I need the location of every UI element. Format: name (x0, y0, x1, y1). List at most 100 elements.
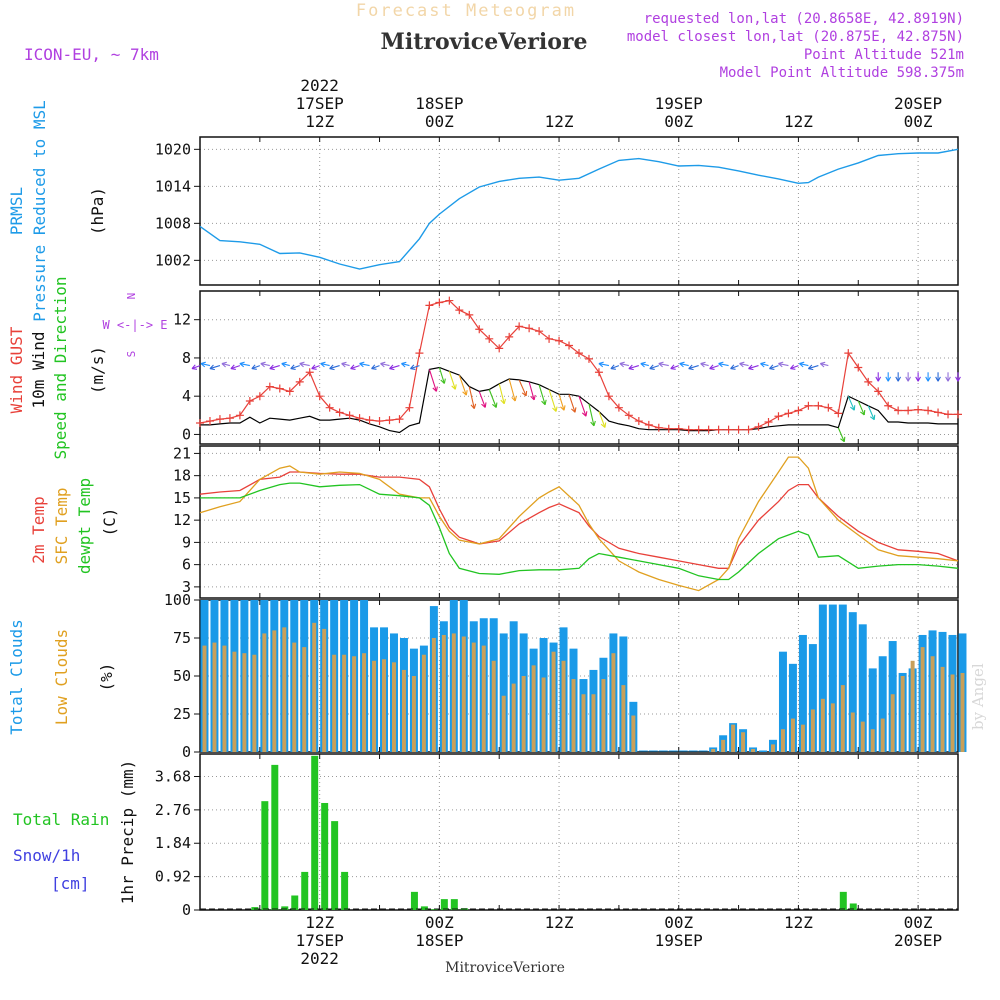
low-cloud-bar (521, 676, 526, 752)
low-cloud-bar (431, 638, 436, 752)
wind-direction-arrow (251, 365, 261, 370)
total-cloud-bar (788, 663, 797, 752)
header-subtitle: Forecast Meteogram (356, 1, 576, 21)
wind-direction-arrow (341, 363, 350, 367)
bottom-time-label: 19SEP (655, 931, 703, 950)
compass-n: N (125, 293, 138, 300)
gust-marker (754, 422, 763, 431)
rain-bar (291, 895, 299, 910)
wind-direction-arrow (628, 365, 640, 370)
low-cloud-bar (362, 653, 367, 752)
wind-direction-arrow (700, 363, 709, 367)
footer-station: MitroviceVeriore (445, 960, 565, 976)
top-time-label: 12Z (305, 112, 334, 131)
low-cloud-bar (541, 677, 546, 752)
wind-direction-arrow (558, 394, 565, 411)
low-cloud-bar (930, 656, 935, 752)
y-tick-label: 6 (182, 556, 191, 574)
gust-marker (954, 410, 962, 419)
wind-arrow-head (598, 361, 604, 368)
wind-arrow-head (581, 411, 588, 417)
y-tick-label: 1020 (155, 140, 191, 158)
low-cloud-bar (401, 669, 406, 752)
gust-marker (465, 310, 474, 319)
low-cloud-bar (870, 729, 875, 752)
wind-arrow-head (895, 376, 902, 382)
wind-direction-arrow (468, 386, 475, 409)
gust-label: Wind GUST (7, 326, 26, 413)
low-cloud-bar (232, 651, 237, 752)
wind-arrow-head (191, 364, 198, 370)
clouds-unit: (%) (97, 663, 116, 692)
rain-bar (331, 821, 339, 910)
wind-direction-arrow (410, 365, 420, 370)
low-cloud-bar (950, 674, 955, 752)
wind-arrow-head (260, 361, 266, 368)
low-cloud-bar (840, 685, 845, 752)
wind-direction-arrow (568, 394, 576, 413)
rain-bar (261, 801, 269, 910)
top-time-label: 2022 (300, 76, 339, 95)
wind-arrow-head (769, 364, 775, 371)
wind-arrow-head (462, 390, 468, 396)
low-cloud-bar (920, 647, 925, 752)
pressure-unit: (hPa) (88, 187, 107, 235)
wind-direction-arrow (239, 363, 250, 367)
wind-arrow-head (658, 361, 664, 368)
wind-direction-arrow (508, 378, 516, 402)
panel-frame (199, 136, 959, 286)
gust-marker (794, 406, 803, 415)
top-time-label: 00Z (425, 112, 454, 131)
low-cloud-bar (491, 660, 496, 752)
gust-marker (245, 396, 254, 405)
y-tick-label: 100 (164, 591, 191, 609)
wind-direction-arrow (778, 363, 789, 367)
wind-label: 10m Wind (29, 331, 48, 408)
gust-marker (694, 425, 703, 434)
wind-arrow-head (600, 422, 607, 428)
bottom-time-label: 12Z (784, 913, 813, 932)
wind-arrow-head (341, 361, 347, 368)
wind-direction-arrow (640, 363, 649, 367)
gust-marker (375, 417, 384, 426)
gust-marker (824, 403, 833, 412)
low-cloud-bar (441, 634, 446, 752)
dewpt-label: dewpt Temp (75, 478, 94, 574)
gust-marker (455, 306, 464, 315)
wind-arrow-head (371, 364, 377, 370)
total-cloud-bar (808, 644, 817, 752)
wind-direction-arrow (528, 381, 535, 400)
wind-arrow-head (807, 364, 814, 371)
y-tick-label: 21 (173, 444, 191, 462)
top-time-label: 18SEP (415, 94, 463, 113)
gust-marker (744, 425, 753, 434)
gust-marker (205, 417, 214, 426)
wind-direction-arrow (619, 363, 629, 367)
gust-marker (904, 406, 913, 415)
low-cloud-bar (222, 645, 227, 752)
y-tick-label: 15 (173, 489, 191, 507)
snow-unit: [cm] (51, 874, 90, 893)
y-tick-label: 2.76 (155, 801, 191, 819)
gust-marker (634, 417, 643, 426)
gust-marker (874, 387, 883, 396)
rain-bar (410, 891, 418, 910)
top-time-label: 17SEP (296, 94, 344, 113)
low-cloud-bar (631, 715, 636, 752)
wind-arrow-head (311, 364, 317, 370)
gust-marker (415, 349, 424, 358)
wind-arrow-head (619, 361, 625, 368)
gust-marker (395, 415, 404, 424)
low-cloud-bar (212, 642, 217, 752)
wind-direction-arrow (359, 363, 370, 367)
y-tick-label: 3 (182, 578, 191, 596)
model-label: ICON-EU, ~ 7km (24, 45, 159, 64)
gust-marker (555, 336, 564, 345)
wind-direction-arrow (329, 365, 340, 370)
panel-frame (199, 445, 959, 599)
gust-marker (704, 425, 713, 434)
wind-direction-arrow (221, 363, 231, 367)
temp-line-2 (200, 482, 959, 581)
gust-marker (944, 410, 953, 419)
wind-direction-arrow (867, 405, 875, 420)
